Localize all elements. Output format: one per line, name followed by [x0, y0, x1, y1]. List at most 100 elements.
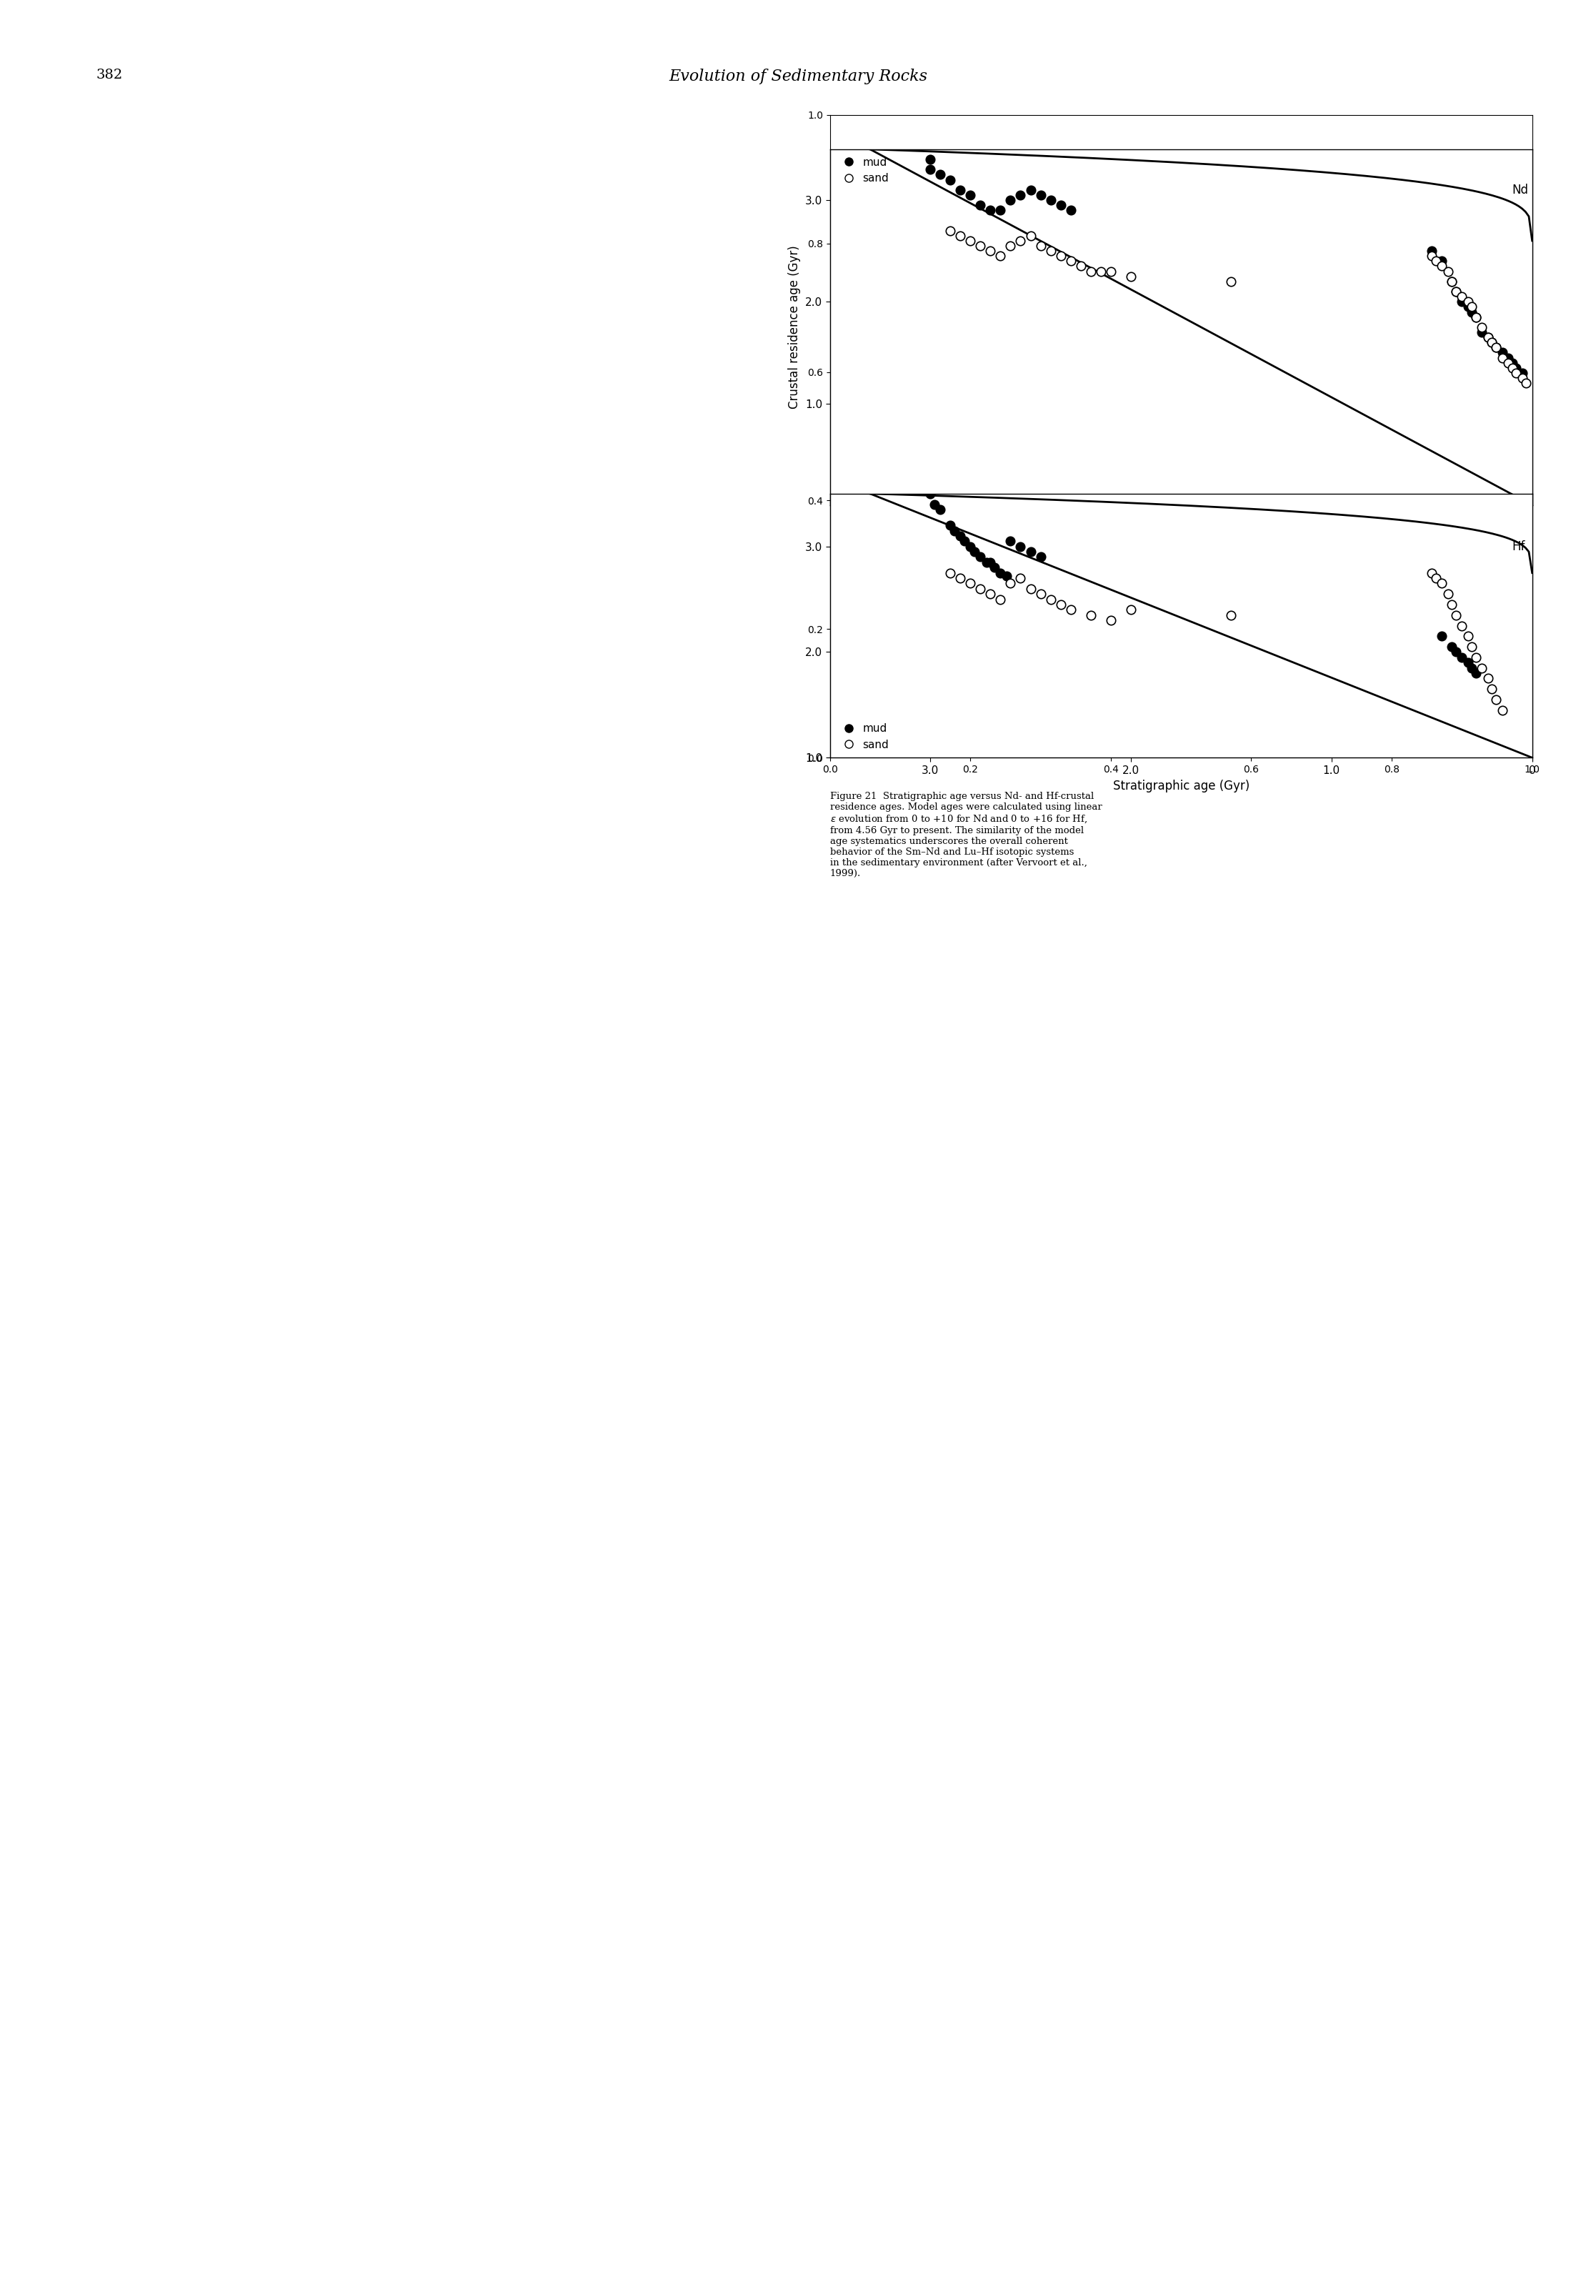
- Legend: mud, sand: mud, sand: [835, 721, 891, 753]
- Point: [1475, 319, 1500, 356]
- Point: [1449, 282, 1475, 319]
- Point: [1007, 223, 1033, 259]
- Point: [1499, 349, 1524, 386]
- Point: [978, 576, 1004, 613]
- Point: [1007, 528, 1033, 565]
- Point: [1058, 193, 1084, 230]
- Text: Evolution of Sedimentary Rocks: Evolution of Sedimentary Rocks: [669, 69, 927, 85]
- Point: [1088, 253, 1114, 289]
- Point: [1459, 289, 1484, 326]
- Point: [1218, 264, 1243, 301]
- Text: Nd: Nd: [1511, 184, 1529, 197]
- Point: [1483, 328, 1508, 365]
- Point: [1449, 278, 1475, 315]
- Point: [1449, 638, 1475, 675]
- Point: [1479, 670, 1505, 707]
- Point: [1489, 340, 1515, 377]
- Point: [1419, 232, 1444, 269]
- Point: [1464, 638, 1489, 675]
- Point: [937, 553, 962, 590]
- Point: [974, 544, 999, 581]
- Point: [967, 540, 993, 576]
- Point: [1428, 243, 1454, 280]
- Point: [921, 487, 946, 523]
- Point: [1499, 344, 1524, 381]
- Point: [1440, 264, 1465, 301]
- Point: [1503, 354, 1529, 390]
- Point: [1037, 581, 1063, 618]
- Point: [1456, 282, 1481, 319]
- Point: [1098, 602, 1124, 638]
- Point: [967, 227, 993, 264]
- Point: [1018, 218, 1044, 255]
- Text: 382: 382: [96, 69, 123, 83]
- Point: [948, 218, 974, 255]
- Point: [927, 491, 953, 528]
- Point: [1443, 273, 1468, 310]
- Point: [994, 558, 1020, 595]
- Point: [1028, 540, 1053, 576]
- Point: [978, 232, 1004, 269]
- Point: [998, 523, 1023, 560]
- Point: [1440, 585, 1465, 622]
- Legend: mud, sand: mud, sand: [835, 154, 891, 186]
- Point: [1510, 360, 1535, 397]
- Point: [958, 565, 983, 602]
- Point: [1470, 650, 1495, 687]
- Point: [1435, 253, 1460, 289]
- Point: [1464, 298, 1489, 335]
- Point: [967, 186, 993, 223]
- Point: [1428, 565, 1454, 602]
- Point: [988, 193, 1013, 230]
- Point: [1098, 253, 1124, 289]
- Point: [1419, 553, 1444, 590]
- Point: [978, 544, 1004, 581]
- Point: [1068, 248, 1093, 285]
- Point: [1440, 629, 1465, 666]
- Point: [948, 560, 974, 597]
- Point: [1018, 172, 1044, 209]
- Point: [1443, 273, 1468, 310]
- Point: [1479, 324, 1505, 360]
- Point: [1456, 618, 1481, 654]
- Point: [1424, 243, 1449, 280]
- Point: [1424, 560, 1449, 597]
- Point: [1443, 634, 1468, 670]
- Point: [1513, 365, 1539, 402]
- Point: [927, 156, 953, 193]
- Point: [1456, 645, 1481, 682]
- Point: [998, 565, 1023, 602]
- Point: [962, 533, 988, 569]
- Point: [1475, 319, 1500, 356]
- Point: [937, 161, 962, 197]
- Point: [1049, 236, 1074, 273]
- Point: [1440, 264, 1465, 301]
- Point: [1018, 533, 1044, 569]
- Point: [1503, 349, 1529, 386]
- Point: [1495, 340, 1521, 377]
- Point: [988, 553, 1013, 590]
- Point: [1218, 597, 1243, 634]
- Point: [918, 152, 943, 188]
- Point: [1018, 569, 1044, 606]
- Point: [948, 517, 974, 553]
- Point: [1456, 289, 1481, 326]
- Point: [1483, 328, 1508, 365]
- Point: [958, 528, 983, 565]
- Point: [1028, 576, 1053, 613]
- Point: [1459, 294, 1484, 331]
- Point: [1077, 253, 1103, 289]
- Point: [948, 172, 974, 209]
- Point: [1037, 232, 1063, 269]
- Point: [1459, 629, 1484, 666]
- Point: [1028, 177, 1053, 214]
- Point: [1077, 597, 1103, 634]
- Point: [1495, 344, 1521, 381]
- Point: [937, 211, 962, 248]
- Text: Figure 21  Stratigraphic age versus Nd- and Hf-crustal
residence ages. Model age: Figure 21 Stratigraphic age versus Nd- a…: [830, 792, 1101, 879]
- Point: [1443, 597, 1468, 634]
- Point: [1459, 650, 1484, 687]
- Point: [1489, 691, 1515, 728]
- Point: [967, 569, 993, 606]
- Point: [1470, 315, 1495, 351]
